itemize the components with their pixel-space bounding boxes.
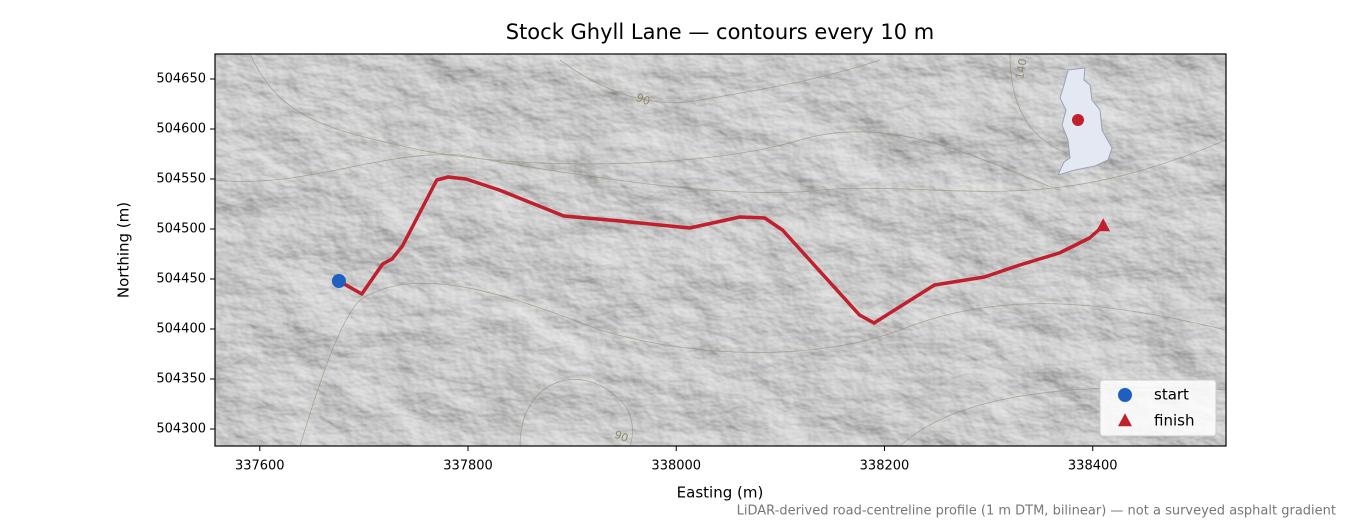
legend-marker xyxy=(1118,413,1132,427)
y-tick-label: 504500 xyxy=(156,222,206,237)
x-tick-label: 337600 xyxy=(235,459,285,474)
y-tick-label: 504550 xyxy=(156,172,206,187)
legend-marker xyxy=(1118,388,1132,402)
uk-outline xyxy=(1057,67,1113,176)
x-tick-label: 338000 xyxy=(651,459,701,474)
x-axis-label: Easting (m) xyxy=(677,484,764,502)
marker-start xyxy=(331,274,346,288)
footnote: LiDAR-derived road-centreline profile (1… xyxy=(737,504,1336,519)
legend-label: finish xyxy=(1154,412,1194,430)
y-tick-label: 504350 xyxy=(156,372,206,387)
chart-title: Stock Ghyll Lane — contours every 10 m xyxy=(506,20,935,44)
x-tick-label: 337800 xyxy=(443,459,493,474)
plot-frame xyxy=(214,53,1227,447)
x-tick-label: 338200 xyxy=(860,459,910,474)
uk-location-dot xyxy=(1072,114,1084,126)
y-tick-label: 504300 xyxy=(156,422,206,437)
legend-label: start xyxy=(1154,386,1189,404)
y-axis-label: Northing (m) xyxy=(115,202,133,298)
y-tick-label: 504450 xyxy=(156,272,206,287)
overlay: 90 90 140 xyxy=(331,57,1111,445)
uk-inset xyxy=(1057,67,1113,176)
route-line xyxy=(338,175,1105,325)
contour-label: 90 xyxy=(612,428,630,445)
y-tick-label: 504400 xyxy=(156,322,206,337)
terrain xyxy=(215,54,1226,446)
hillshade xyxy=(215,54,1226,446)
y-tick-label: 504600 xyxy=(156,122,206,137)
marker-finish xyxy=(1096,218,1111,232)
y-tick-label: 504650 xyxy=(156,72,206,87)
contour-label: 140 xyxy=(1013,57,1029,80)
x-tick-label: 338400 xyxy=(1068,459,1118,474)
contour-label: 90 xyxy=(634,91,652,108)
